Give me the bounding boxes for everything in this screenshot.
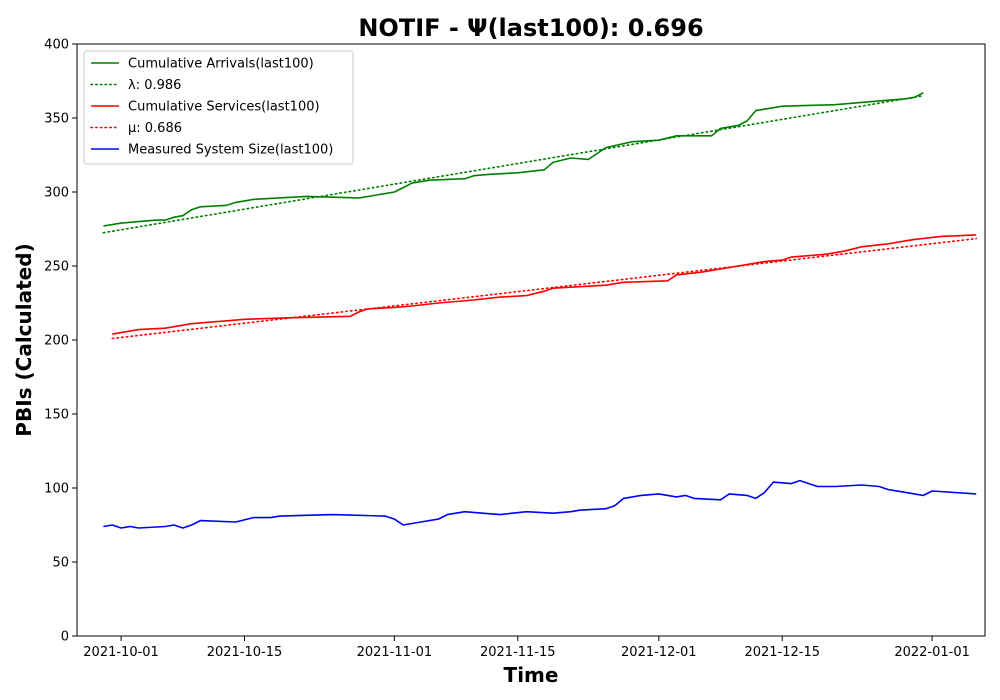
legend-box [83,50,354,165]
x-tick-label: 2021-10-01 [83,645,159,660]
plot-frame [76,43,986,637]
chart-title: NOTIF - Ψ(last100): 0.696 [358,14,703,42]
x-tick-label: 2021-11-01 [357,645,433,660]
x-tick-label: 2021-12-01 [621,645,697,660]
y-tick-label: 50 [52,556,69,571]
y-axis-label: PBIs (Calculated) [12,243,36,436]
x-tick-label: 2021-12-15 [744,645,820,660]
series-line-3 [111,237,978,340]
y-tick-label: 250 [44,260,69,275]
y-tick-label: 100 [44,482,69,497]
x-tick-label: 2021-11-15 [480,645,556,660]
y-tick-label: 200 [44,334,69,349]
series-line-2 [112,234,977,335]
x-tick-label: 2022-01-01 [894,645,970,660]
legend: Cumulative Arrivals(last100) λ: 0.986 Cumu… [83,50,354,165]
series-line-1 [102,95,925,234]
x-tick-label: 2021-10-15 [207,645,283,660]
y-tick-label: 0 [61,630,69,645]
legend-label-1: λ: 0.986 [128,78,181,93]
y-tick-label: 150 [44,408,69,423]
legend-label-2: Cumulative Services(last100) [128,100,320,115]
y-tick-label: 350 [44,112,69,127]
legend-label-3: μ: 0.686 [128,121,182,136]
axes-layer: 2021-10-01 2021-10-15 2021-11-01 2021-11-15… [44,38,970,661]
legend-label-4: Measured System Size(last100) [128,143,333,158]
y-tick-label: 300 [44,186,69,201]
legend-label-0: Cumulative Arrivals(last100) [128,57,314,72]
series-line-0 [103,92,924,227]
series-line-4 [103,479,977,529]
y-tick-label: 400 [44,38,69,53]
x-axis-label: Time [504,663,559,687]
series-layer [102,92,978,529]
